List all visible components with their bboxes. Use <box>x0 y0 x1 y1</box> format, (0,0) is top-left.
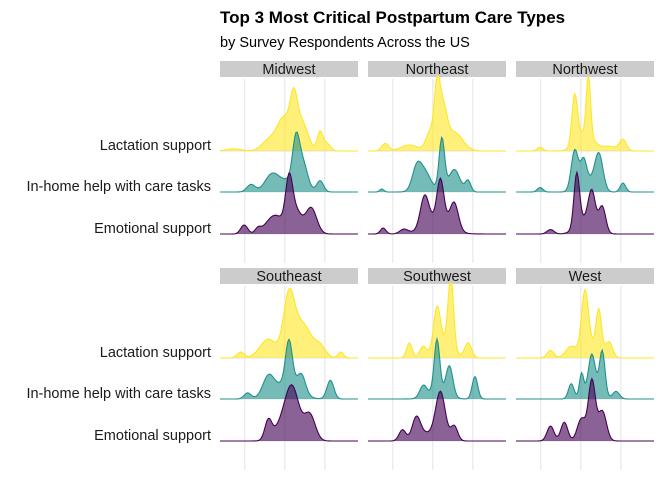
panel-midwest: Midwest <box>219 61 358 263</box>
chart-title: Top 3 Most Critical Postpartum Care Type… <box>220 8 566 27</box>
strip-northeast <box>368 61 506 77</box>
panel-southeast: Southeast <box>220 268 358 470</box>
strip-label-northeast: Northeast <box>406 62 469 78</box>
ridge-line-west-lactation-support <box>516 287 654 359</box>
panel-northwest: Northwest <box>516 61 654 263</box>
ridge-line-southwest-in-home-help-with-care-tasks <box>368 336 506 400</box>
ridge-southeast-lactation-support <box>220 288 358 358</box>
ridge-line-southwest-emotional-support <box>368 390 506 442</box>
ridge-line-southeast-lactation-support <box>220 287 358 359</box>
ridge-northeast-emotional-support <box>368 178 506 234</box>
strip-label-southeast: Southeast <box>256 269 321 285</box>
ridge-southeast-emotional-support <box>220 384 358 441</box>
ridge-northwest-emotional-support <box>516 172 654 234</box>
ridge-midwest-emotional-support <box>220 172 358 234</box>
axis-label-emotional-support-row2: Emotional support <box>94 428 211 444</box>
ridge-southeast-in-home-help-with-care-tasks <box>220 339 358 399</box>
panel-west: West <box>516 268 654 470</box>
ridge-line-northwest-emotional-support <box>516 170 654 235</box>
panel-southwest: Southwest <box>368 268 506 470</box>
ridge-west-in-home-help-with-care-tasks <box>516 350 654 399</box>
strip-label-northwest: Northwest <box>552 62 617 78</box>
ridge-line-midwest-lactation-support <box>219 86 358 152</box>
ridge-line-southwest-lactation-support <box>368 282 506 359</box>
ridge-line-southeast-emotional-support <box>220 384 358 442</box>
ridge-midwest-lactation-support <box>220 87 358 151</box>
ridge-northwest-lactation-support <box>516 76 654 151</box>
axis-label-lactation-support-row2: Lactation support <box>100 345 211 361</box>
chart-subtitle: by Survey Respondents Across the US <box>220 35 470 51</box>
ridge-line-west-in-home-help-with-care-tasks <box>516 348 654 400</box>
strip-label-southwest: Southwest <box>403 269 471 285</box>
axis-label-lactation-support: Lactation support <box>100 138 211 154</box>
ridge-northeast-lactation-support <box>368 76 506 151</box>
ridge-northeast-in-home-help-with-care-tasks <box>368 137 506 192</box>
strip-midwest <box>220 61 358 77</box>
ridge-west-emotional-support <box>516 378 654 441</box>
ridge-northwest-in-home-help-with-care-tasks <box>516 149 654 192</box>
axis-label-in-home-help-with-care-tasks: In-home help with care tasks <box>26 179 211 195</box>
ridge-southwest-in-home-help-with-care-tasks <box>368 338 506 399</box>
axis-label-in-home-help-with-care-tasks-row2: In-home help with care tasks <box>26 386 211 402</box>
axis-label-emotional-support: Emotional support <box>94 221 211 237</box>
strip-label-midwest: Midwest <box>262 62 315 78</box>
ridge-southwest-lactation-support <box>368 283 506 358</box>
ridge-line-northeast-lactation-support <box>368 75 506 152</box>
ridge-line-southeast-in-home-help-with-care-tasks <box>220 338 358 400</box>
ridge-line-northwest-lactation-support <box>516 75 654 152</box>
strip-label-west: West <box>569 269 602 285</box>
ridge-southwest-emotional-support <box>368 391 506 441</box>
ridge-line-northeast-in-home-help-with-care-tasks <box>368 135 506 193</box>
ridge-line-midwest-emotional-support <box>220 172 358 235</box>
ridge-line-northwest-in-home-help-with-care-tasks <box>516 148 654 193</box>
strip-northwest <box>516 61 654 77</box>
ridge-west-lactation-support <box>516 289 654 358</box>
ridge-line-northeast-emotional-support <box>368 177 506 235</box>
strip-southwest <box>368 268 506 284</box>
ridge-line-west-emotional-support <box>516 377 654 442</box>
panel-northeast: Northeast <box>368 61 506 263</box>
strip-west <box>516 268 654 284</box>
strip-southeast <box>220 268 358 284</box>
